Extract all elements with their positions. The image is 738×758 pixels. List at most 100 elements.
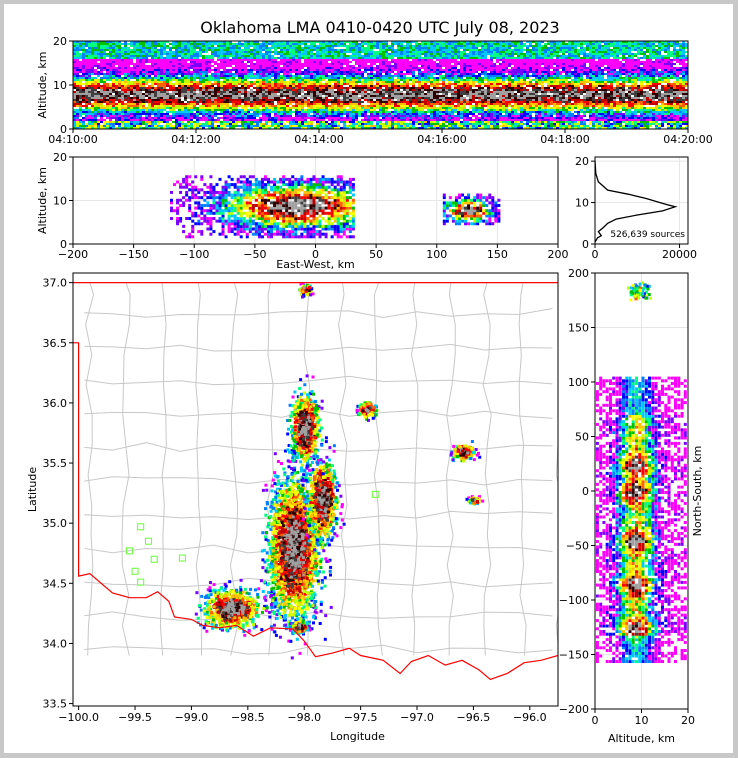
time-height-cell xyxy=(244,123,247,125)
time-height-cell xyxy=(397,107,400,109)
time-height-cell xyxy=(265,61,268,63)
time-height-cell xyxy=(106,121,109,123)
time-height-cell xyxy=(241,99,244,101)
time-height-cell xyxy=(289,101,292,103)
time-height-cell xyxy=(370,99,373,101)
time-height-cell xyxy=(373,95,376,97)
time-height-cell xyxy=(136,107,139,109)
time-height-cell xyxy=(163,89,166,91)
time-height-cell xyxy=(160,81,163,83)
time-height-cell xyxy=(421,103,424,105)
time-height-cell xyxy=(274,121,277,123)
time-height-cell xyxy=(223,113,226,115)
time-height-cell xyxy=(163,79,166,81)
time-height-cell xyxy=(181,83,184,85)
time-height-cell xyxy=(286,125,289,127)
time-height-cell xyxy=(190,115,193,117)
time-height-cell xyxy=(250,91,253,93)
time-height-cell xyxy=(400,103,403,105)
time-height-cell xyxy=(172,109,175,111)
time-height-cell xyxy=(244,91,247,93)
time-height-cell xyxy=(328,111,331,113)
time-height-cell xyxy=(187,103,190,105)
time-height-cell xyxy=(136,103,139,105)
time-height-cell xyxy=(349,47,352,49)
time-height-cell xyxy=(103,83,106,85)
time-height-cell xyxy=(238,117,241,119)
time-height-cell xyxy=(352,43,355,45)
time-height-cell xyxy=(238,103,241,105)
time-height-cell xyxy=(388,103,391,105)
time-height-cell xyxy=(304,101,307,103)
time-height-cell xyxy=(127,113,130,115)
time-height-cell xyxy=(223,103,226,105)
time-height-cell xyxy=(178,65,181,67)
time-height-cell xyxy=(295,73,298,75)
time-height-cell xyxy=(223,119,226,121)
time-height-cell xyxy=(379,59,382,61)
time-height-cell xyxy=(394,61,397,63)
time-height-cell xyxy=(109,85,112,87)
time-height-cell xyxy=(256,103,259,105)
time-height-cell xyxy=(427,105,430,107)
time-height-cell xyxy=(406,61,409,63)
time-height-cell xyxy=(343,99,346,101)
time-height-cell xyxy=(124,91,127,93)
time-height-cell xyxy=(229,87,232,89)
time-height-cell xyxy=(337,91,340,93)
time-height-cell xyxy=(172,103,175,105)
time-height-cell xyxy=(214,71,217,73)
time-height-cell xyxy=(358,101,361,103)
time-height-cell xyxy=(391,41,394,43)
time-height-cell xyxy=(355,121,358,123)
time-height-cell xyxy=(94,89,97,91)
time-height-cell xyxy=(268,51,271,53)
time-height-cell xyxy=(166,125,169,127)
time-height-cell xyxy=(133,121,136,123)
time-height-cell xyxy=(373,69,376,71)
time-height-cell xyxy=(82,79,85,81)
time-height-cell xyxy=(385,121,388,123)
time-height-cell xyxy=(103,53,106,55)
time-height-cell xyxy=(346,99,349,101)
time-height-cell xyxy=(328,77,331,79)
time-height-cell xyxy=(229,123,232,125)
time-height-cell xyxy=(328,117,331,119)
time-height-cell xyxy=(256,115,259,117)
time-height-cell xyxy=(91,111,94,113)
time-height-cell xyxy=(280,103,283,105)
time-height-cell xyxy=(238,93,241,95)
time-height-cell xyxy=(274,99,277,101)
time-height-cell xyxy=(79,111,82,113)
time-height-cell xyxy=(337,97,340,99)
time-height-cell xyxy=(376,85,379,87)
time-height-cell xyxy=(181,115,184,117)
time-height-cell xyxy=(307,63,310,65)
time-height-cell xyxy=(169,61,172,63)
time-height-cell xyxy=(394,69,397,71)
time-height-cell xyxy=(391,85,394,87)
time-height-cell xyxy=(352,53,355,55)
time-height-cell xyxy=(211,113,214,115)
time-height-cell xyxy=(166,103,169,105)
time-height-cell xyxy=(247,113,250,115)
time-height-cell xyxy=(370,83,373,85)
time-height-cell xyxy=(205,113,208,115)
time-height-cell xyxy=(136,61,139,63)
time-height-cell xyxy=(214,73,217,75)
time-height-cell xyxy=(388,123,391,125)
time-height-cell xyxy=(331,87,334,89)
time-height-cell xyxy=(406,115,409,117)
time-height-cell xyxy=(103,79,106,81)
time-height-cell xyxy=(298,57,301,59)
time-height-cell xyxy=(394,79,397,81)
time-height-cell xyxy=(268,105,271,107)
time-height-cell xyxy=(169,107,172,109)
time-height-cell xyxy=(421,97,424,99)
time-height-cell xyxy=(256,51,259,53)
time-height-cell xyxy=(319,93,322,95)
time-height-cell xyxy=(259,111,262,113)
time-height-cell xyxy=(76,71,79,73)
time-height-cell xyxy=(85,79,88,81)
time-height-cell xyxy=(229,41,232,43)
